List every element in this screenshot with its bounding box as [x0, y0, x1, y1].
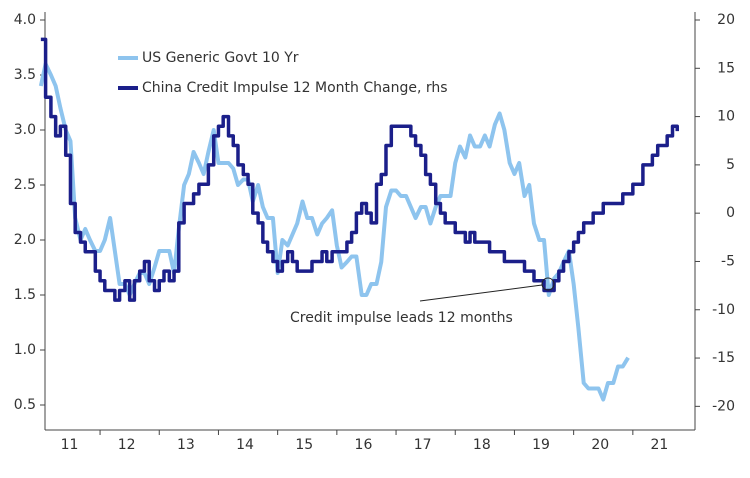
- y2-tick-label: -10: [712, 302, 735, 318]
- y-tick-label: 2.0: [14, 232, 36, 248]
- y2-tick-label: 20: [717, 12, 735, 28]
- y2-tick-label: 5: [726, 157, 735, 173]
- x-tick-label: 18: [473, 437, 491, 453]
- x-tick-label: 21: [651, 437, 669, 453]
- y2-tick-label: 10: [717, 109, 735, 125]
- x-tick-label: 19: [532, 437, 550, 453]
- annotation-circle: [541, 277, 555, 291]
- annotation: Credit impulse leads 12 months: [290, 310, 513, 326]
- y-tick-label: 2.5: [14, 177, 36, 193]
- y2-tick-label: -5: [721, 253, 735, 269]
- y2-tick-label: -15: [712, 350, 735, 366]
- y-tick-label: 3.5: [14, 67, 36, 83]
- legend-label: China Credit Impulse 12 Month Change, rh…: [142, 80, 448, 96]
- x-tick-label: 12: [118, 437, 136, 453]
- y-tick-label: 1.5: [14, 287, 36, 303]
- legend-label: US Generic Govt 10 Yr: [142, 50, 299, 66]
- y2-tick-label: 15: [717, 60, 735, 76]
- x-tick-label: 15: [295, 437, 313, 453]
- y2-tick-label: -20: [712, 398, 735, 414]
- x-tick-label: 13: [177, 437, 195, 453]
- x-tick-label: 17: [414, 437, 432, 453]
- x-tick-label: 16: [355, 437, 373, 453]
- series-line: [40, 37, 679, 302]
- series-line: [38, 62, 630, 402]
- annotation-line: [419, 284, 543, 302]
- y-tick-label: 4.0: [14, 12, 36, 28]
- y-tick-label: 0.5: [14, 397, 36, 413]
- y2-tick-label: 0: [726, 205, 735, 221]
- x-tick-label: 14: [236, 437, 254, 453]
- x-tick-label: 11: [61, 437, 79, 453]
- y-tick-label: 1.0: [14, 342, 36, 358]
- y-tick-label: 3.0: [14, 122, 36, 138]
- x-tick-label: 20: [591, 437, 609, 453]
